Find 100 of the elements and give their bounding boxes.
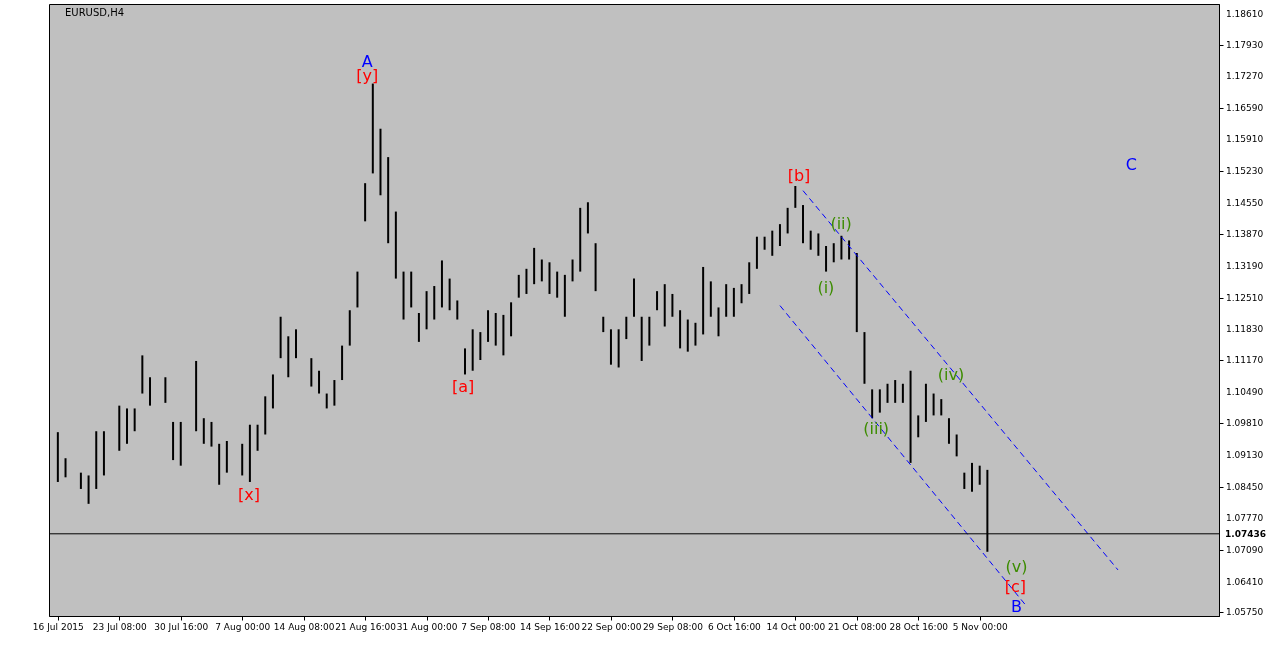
x-tick-label: 29 Sep 08:00 xyxy=(642,621,704,632)
bar xyxy=(387,157,390,244)
bar xyxy=(932,393,935,416)
x-tick-label: 23 Jul 08:00 xyxy=(92,621,148,632)
bar xyxy=(310,358,313,387)
bar xyxy=(763,236,766,250)
bar xyxy=(863,332,866,384)
bar xyxy=(433,286,436,320)
bar xyxy=(95,431,98,489)
x-tick-label: 21 Oct 08:00 xyxy=(827,621,887,632)
bar xyxy=(963,472,966,489)
bar xyxy=(510,302,513,337)
bar xyxy=(471,329,474,371)
bar xyxy=(825,246,828,272)
bar xyxy=(671,293,674,317)
bar xyxy=(679,310,682,349)
bar xyxy=(172,421,175,461)
bar xyxy=(940,399,943,416)
x-tick-label: 28 Oct 16:00 xyxy=(889,621,949,632)
y-tick-label: 1.16590 xyxy=(1226,102,1264,113)
bar xyxy=(463,348,466,375)
bar xyxy=(556,271,559,298)
bar xyxy=(548,262,551,294)
x-tick-label: 21 Aug 16:00 xyxy=(335,621,397,632)
bar xyxy=(848,240,851,260)
y-tick-label: 1.17930 xyxy=(1226,40,1264,51)
bar xyxy=(755,236,758,269)
bar xyxy=(748,262,751,294)
bar xyxy=(494,313,497,346)
bar xyxy=(202,418,205,444)
bar xyxy=(740,284,743,304)
bar xyxy=(909,370,912,463)
bar xyxy=(149,377,152,406)
bar xyxy=(325,393,328,409)
bar xyxy=(579,207,582,272)
bar xyxy=(971,462,974,492)
bar xyxy=(725,284,728,317)
bar xyxy=(648,316,651,346)
bar xyxy=(717,307,720,337)
bar xyxy=(502,314,505,356)
x-tick-label: 5 Nov 00:00 xyxy=(952,621,1008,632)
bar xyxy=(333,380,336,406)
bar xyxy=(955,434,958,457)
bar xyxy=(571,259,574,282)
bar xyxy=(771,230,774,256)
bar xyxy=(817,233,820,256)
bar xyxy=(625,316,628,340)
annotation: [a] xyxy=(452,376,475,396)
bar xyxy=(563,274,566,317)
chart-title: EURUSD,H4 xyxy=(65,7,125,18)
y-tick-label: 1.13870 xyxy=(1226,229,1264,240)
y-tick-label: 1.18610 xyxy=(1226,8,1264,19)
bar xyxy=(894,380,897,403)
bar xyxy=(778,224,781,247)
bar xyxy=(225,441,228,473)
bar xyxy=(102,431,105,476)
bar xyxy=(440,260,443,308)
bar xyxy=(525,268,528,294)
bar xyxy=(394,211,397,279)
x-tick-label: 16 Jul 2015 xyxy=(32,621,84,632)
bar xyxy=(901,383,904,403)
annotation: [x] xyxy=(238,484,261,504)
bar xyxy=(371,83,374,174)
bar xyxy=(256,424,259,451)
bar xyxy=(179,421,182,466)
bar xyxy=(479,332,482,361)
bar xyxy=(656,291,659,311)
bar xyxy=(364,183,367,222)
x-tick-label: 14 Aug 08:00 xyxy=(273,621,335,632)
bar xyxy=(133,408,136,432)
bar xyxy=(271,374,274,409)
bar xyxy=(917,415,920,438)
annotation: (ii) xyxy=(830,213,852,233)
bar xyxy=(341,345,344,381)
y-tick-label: 1.10490 xyxy=(1226,386,1264,397)
bar xyxy=(709,281,712,317)
annotation: (iii) xyxy=(863,418,890,438)
bar xyxy=(517,274,520,298)
bar xyxy=(533,247,536,285)
bar xyxy=(640,316,643,361)
bar xyxy=(586,202,589,234)
ref-line-label: 1.07436 xyxy=(1225,528,1266,539)
bar xyxy=(702,266,705,335)
bar xyxy=(287,336,290,378)
bar xyxy=(487,310,490,342)
x-tick-label: 31 Aug 00:00 xyxy=(396,621,458,632)
bar xyxy=(425,291,428,330)
x-tick-label: 14 Sep 16:00 xyxy=(519,621,581,632)
bar xyxy=(410,271,413,308)
y-tick-label: 1.15910 xyxy=(1226,134,1264,145)
bar xyxy=(809,230,812,250)
x-tick-label: 14 Oct 00:00 xyxy=(766,621,826,632)
bar xyxy=(947,418,950,444)
bar xyxy=(118,405,121,451)
bar xyxy=(609,329,612,365)
bar xyxy=(87,475,90,504)
bar xyxy=(248,424,251,482)
bar xyxy=(855,252,858,333)
bar xyxy=(878,389,881,413)
bar xyxy=(141,355,144,394)
